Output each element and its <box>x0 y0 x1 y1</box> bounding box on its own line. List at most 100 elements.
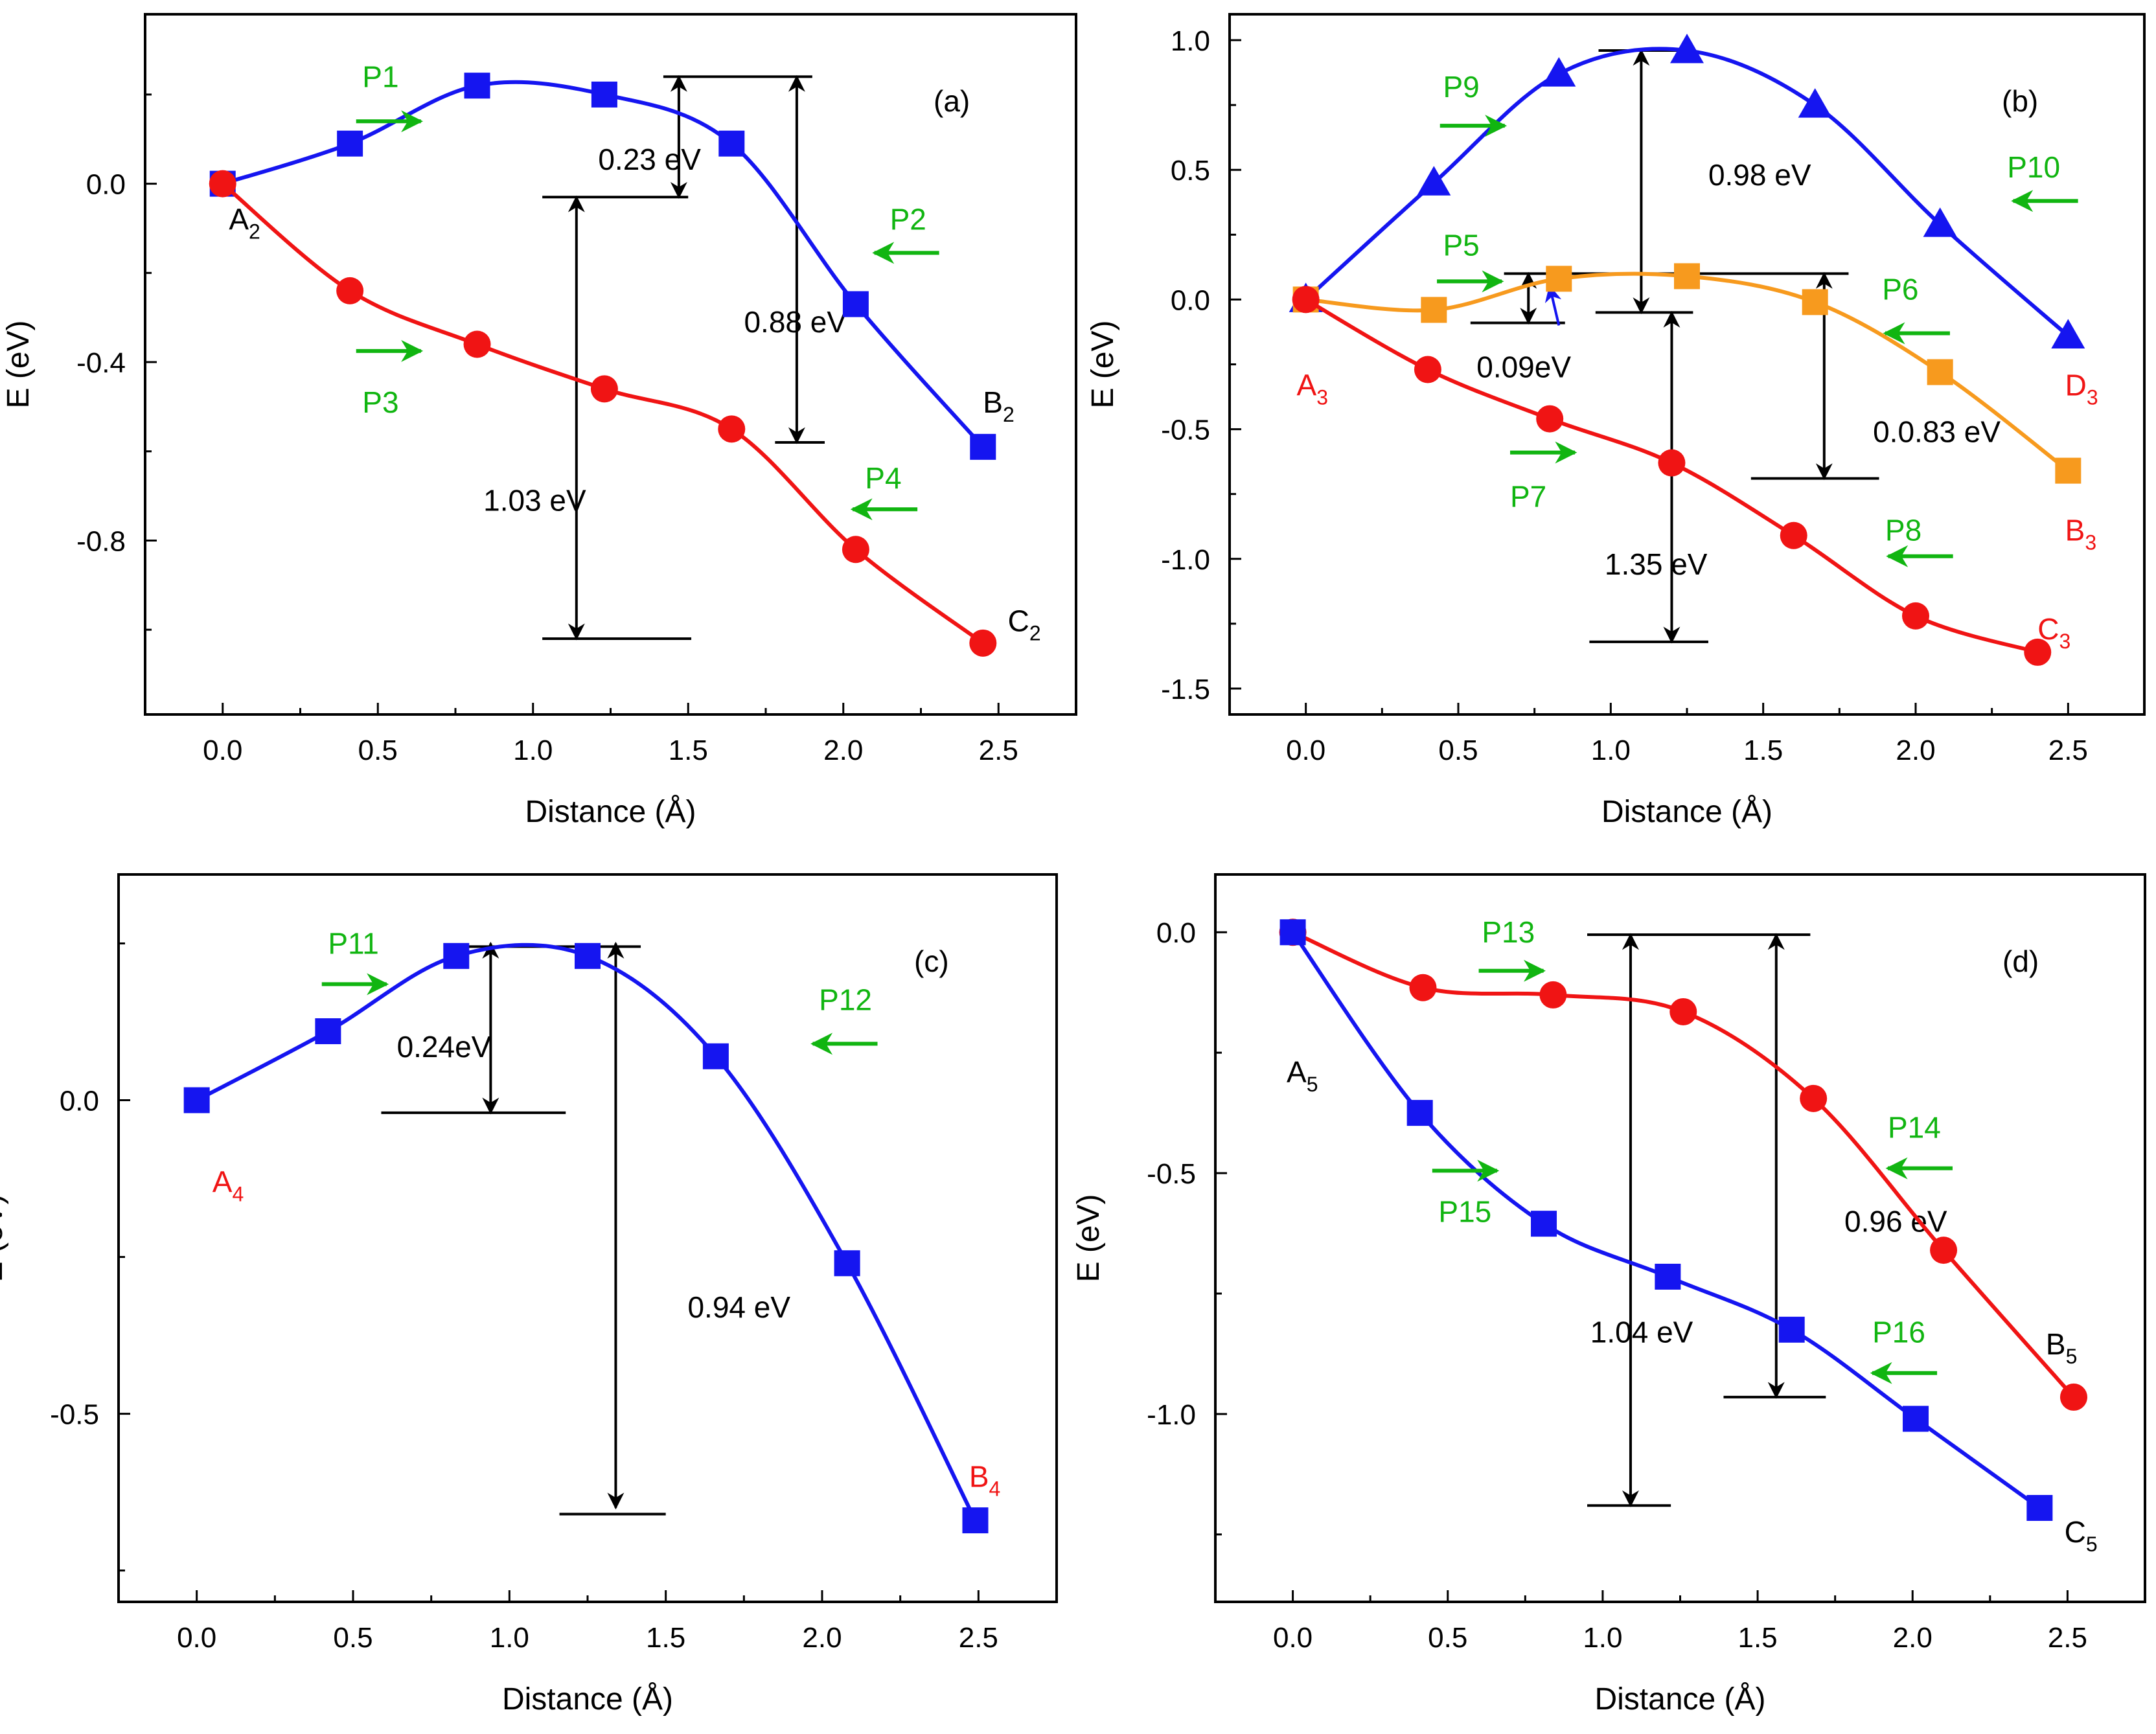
plot-frame <box>1228 13 2146 716</box>
x-tick-label: 1.5 <box>669 735 708 766</box>
x-tick-label: 0.0 <box>177 1622 216 1654</box>
data-point <box>1539 981 1567 1009</box>
x-tick-label: 0.5 <box>1428 1622 1467 1654</box>
path-arrow-p7: P7 <box>1510 441 1577 514</box>
data-point <box>1414 356 1441 383</box>
data-point <box>1655 1263 1681 1290</box>
y-tick-label: 0.0 <box>60 1086 99 1117</box>
path-label: P8 <box>1885 514 1921 547</box>
data-point <box>1546 266 1572 292</box>
energy-barrier-1: 0.09eV <box>1470 271 1849 384</box>
path-arrow-p11: P11 <box>321 926 389 996</box>
point-label: D3 <box>2065 369 2098 409</box>
data-point <box>443 942 470 969</box>
point-label: A4 <box>212 1165 244 1205</box>
panel-c: 0.0 0.5 1.0 1.5 2.0 2.5 0.0 -0.5 Distance (Å) E (… <box>0 873 1058 1717</box>
path-arrow-p1: P1 <box>356 60 424 133</box>
x-tick-label: 2.0 <box>1893 1622 1932 1654</box>
data-point <box>1780 521 1807 549</box>
path-arrow-p9: P9 <box>1439 70 1508 137</box>
data-point <box>2051 319 2085 348</box>
data-point <box>209 170 236 198</box>
data-point <box>842 291 869 317</box>
y-tick-label: -0.4 <box>76 347 126 379</box>
x-tick-label: 1.0 <box>1583 1622 1622 1654</box>
point-label: A2 <box>229 203 260 244</box>
data-point <box>590 375 618 403</box>
data-point <box>1927 359 1953 385</box>
panel-d: 0.0 0.5 1.0 1.5 2.0 2.5 0.0 -0.5 -1.0 Distance (Å… <box>1072 873 2146 1717</box>
y-axis-label: E (eV) <box>1086 320 1120 408</box>
path-arrow-p14: P14 <box>1885 1110 1953 1180</box>
x-tick-label: 1.5 <box>1737 1622 1777 1654</box>
panel-label: (c) <box>914 944 949 978</box>
y-tick-label: 0.0 <box>1156 917 1196 949</box>
path-label: P1 <box>362 60 398 93</box>
x-tick-label: 0.0 <box>1286 735 1325 766</box>
data-point <box>1930 1237 1958 1264</box>
data-point <box>1798 88 1832 118</box>
x-tick-label: 0.5 <box>333 1622 373 1654</box>
series-line <box>221 182 985 645</box>
x-tick-label: 0.5 <box>1438 735 1478 766</box>
data-point <box>1802 289 1828 315</box>
data-point <box>1421 297 1447 323</box>
data-point <box>315 1018 341 1045</box>
point-label: B2 <box>983 385 1014 426</box>
panel-label: (b) <box>2002 84 2038 118</box>
point-label: C5 <box>2065 1515 2098 1556</box>
path-label: P9 <box>1443 70 1479 104</box>
data-point <box>1279 919 1306 946</box>
data-point <box>1417 166 1451 196</box>
data-point <box>1800 1084 1828 1112</box>
path-label: P13 <box>1482 915 1535 949</box>
path-label: P4 <box>865 461 901 495</box>
energy-barrier-0: 0.23 eV <box>542 74 812 199</box>
path-arrow-p5: P5 <box>1437 228 1504 293</box>
data-point <box>962 1507 989 1534</box>
y-tick-label: -0.8 <box>76 525 126 557</box>
path-label: P2 <box>890 203 926 236</box>
data-point <box>1670 34 1704 63</box>
energy-label: 0.98 eV <box>1708 158 1811 192</box>
data-point <box>1778 1316 1805 1343</box>
x-tick-label: 1.0 <box>513 735 553 766</box>
energy-label: 0.88 eV <box>744 305 847 339</box>
energy-label: 1.03 eV <box>483 484 586 518</box>
path-arrow-p12: P12 <box>810 983 878 1055</box>
path-label: P15 <box>1438 1195 1491 1229</box>
path-arrow-p2: P2 <box>872 203 939 264</box>
panel-label: (d) <box>2002 944 2039 978</box>
series-line <box>196 942 978 1522</box>
plot-frame <box>117 873 1058 1603</box>
x-tick-label: 1.5 <box>1743 735 1783 766</box>
x-tick-label: 2.5 <box>959 1622 998 1654</box>
energy-label: 0.23 eV <box>598 143 701 176</box>
point-label: C3 <box>2037 612 2070 653</box>
path-label: P14 <box>1888 1110 1941 1144</box>
path-label: P5 <box>1443 228 1479 262</box>
x-tick-label: 2.0 <box>1896 735 1935 766</box>
data-point <box>1406 1100 1433 1126</box>
data-point <box>1903 1406 1929 1432</box>
data-point <box>970 433 996 460</box>
x-tick-label: 1.5 <box>646 1622 685 1654</box>
x-tick-label: 1.0 <box>490 1622 529 1654</box>
point-label: B5 <box>2046 1327 2077 1368</box>
point-label: B3 <box>2065 514 2096 554</box>
data-point <box>834 1250 860 1277</box>
x-axis-label: Distance (Å) <box>502 1682 673 1717</box>
data-point <box>969 629 997 657</box>
point-label: B4 <box>969 1459 1000 1500</box>
x-tick-label: 0.0 <box>203 735 242 766</box>
point-label: A5 <box>1287 1055 1318 1096</box>
y-tick-label: -0.5 <box>1161 415 1210 446</box>
x-axis-label: Distance (Å) <box>1594 1682 1765 1717</box>
energy-barrier-3: 1.35 eV <box>1589 310 1708 644</box>
path-arrow-p6: P6 <box>1882 272 1950 345</box>
data-point <box>1409 974 1437 1001</box>
data-point <box>336 277 364 304</box>
path-label: P3 <box>362 385 398 419</box>
energy-barrier-2: 0.0.83 eV <box>1750 271 2001 481</box>
energy-barrier-1: 0.94 eV <box>559 941 790 1516</box>
